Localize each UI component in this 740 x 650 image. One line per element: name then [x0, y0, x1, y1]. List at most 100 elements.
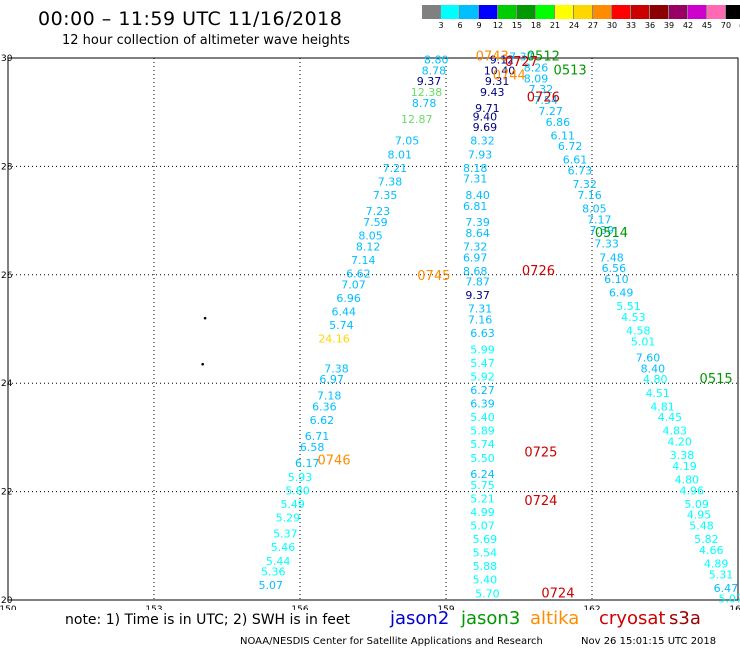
map-title: 00:00 – 11:59 UTC 11/16/2018	[38, 8, 343, 30]
wave-height-value: 4.53	[621, 311, 646, 324]
lon-tick-label: 156	[291, 605, 308, 610]
wave-height-value: 6.10	[604, 273, 629, 286]
wave-height-value: 8.80	[424, 53, 449, 66]
wave-height-value: 5.36	[261, 566, 286, 579]
lat-tick-label: 30	[1, 54, 13, 64]
wave-height-value: 5.74	[470, 438, 495, 451]
satellite-label-jason3: jason3	[461, 608, 521, 629]
wave-height-value: 6.11	[551, 129, 576, 142]
wave-height-value: 8.12	[356, 240, 381, 253]
pass-time-label: 0724	[524, 494, 557, 509]
wave-height-value: 7.93	[468, 148, 493, 161]
wave-height-value: 9.71	[475, 102, 500, 115]
timestamp-text: Nov 26 15:01:15 UTC 2018	[581, 636, 717, 647]
wave-height-value: 9.43	[480, 86, 505, 99]
legend-label: 30	[606, 21, 618, 30]
wave-height-value: 8.05	[358, 230, 383, 243]
satellite-label-jason2: jason2	[390, 608, 450, 629]
wave-height-value: 5.40	[470, 411, 495, 424]
wave-height-value: 7.39	[465, 216, 490, 229]
legend-swatch	[650, 5, 669, 19]
legend-swatch	[536, 5, 555, 19]
legend-label: 18	[530, 21, 542, 30]
wave-height-value: 7.07	[341, 278, 366, 291]
wave-height-value: 8.32	[470, 135, 495, 148]
wave-height-value: 6.81	[463, 200, 488, 213]
wave-height-value: 6.73	[568, 165, 593, 178]
legend-swatch	[441, 5, 460, 19]
wave-height-value: 5.40	[473, 574, 498, 587]
wave-height-value: 7.23	[366, 205, 391, 218]
wave-height-value: 5.07	[470, 520, 495, 533]
wave-height-value: 7.31	[463, 173, 488, 186]
footer-note: note: 1) Time is in UTC; 2) SWH is in fe…	[65, 612, 351, 628]
wave-height-value: 7.16	[577, 189, 602, 202]
wave-height-value: 7.32	[572, 178, 597, 191]
wave-height-value: 8.40	[641, 362, 666, 375]
wave-height-value: 5.47	[470, 357, 495, 370]
pass-time-label: 0746	[318, 454, 351, 469]
wave-height-value: 6.62	[310, 414, 335, 427]
wave-height-value: 4.80	[643, 373, 668, 386]
wave-height-value: 3.38	[670, 449, 695, 462]
map-frame	[7, 57, 739, 601]
wave-height-value: 5.70	[475, 587, 500, 600]
wave-height-value: 7.18	[317, 389, 342, 402]
wave-height-value: 6.97	[319, 373, 344, 386]
island-dot	[203, 316, 207, 320]
wave-height-value: 5.01	[631, 335, 656, 348]
wave-height-value: 8.05	[582, 202, 607, 215]
wave-height-value: 9.31	[485, 75, 510, 88]
wave-height-value: 6.39	[470, 398, 495, 411]
wave-height-value: 8.26	[524, 62, 549, 75]
wave-height-value: 8.01	[388, 148, 413, 161]
legend-swatch	[422, 5, 441, 19]
legend-swatch	[707, 5, 726, 19]
wave-height-value: 4.83	[662, 425, 687, 438]
wave-height-value: 8.09	[524, 72, 549, 85]
satellite-label-altika: altika	[530, 608, 580, 629]
wave-height-value: 7.54	[534, 94, 559, 107]
wave-height-value: 5.92	[470, 370, 495, 383]
satellite-label-cryosat: cryosat	[599, 608, 666, 629]
wave-height-value: 5.89	[470, 425, 495, 438]
wave-height-value: 7.60	[636, 352, 661, 365]
legend-swatch	[498, 5, 517, 19]
wave-height-value: 7.39	[589, 224, 614, 237]
wave-height-value: 6.49	[609, 286, 634, 299]
wave-height-map: 1501531561591621652022242628308.808.789.…	[0, 50, 740, 610]
wave-height-value: 6.58	[300, 441, 325, 454]
wave-height-value: 5.31	[709, 568, 734, 581]
wave-height-value: 5.29	[276, 511, 301, 524]
wave-height-value: 7.14	[351, 254, 376, 267]
wave-height-value: 7.32	[529, 83, 554, 96]
wave-height-value: 4.20	[667, 436, 692, 449]
pass-time-label: 0727	[505, 55, 538, 70]
wave-height-value: 7.31	[468, 303, 493, 316]
legend-label: 45	[701, 21, 713, 30]
wave-height-value: 6.71	[305, 430, 330, 443]
pass-time-label: 0512	[527, 50, 560, 65]
lon-tick-label: 153	[145, 605, 162, 610]
wave-height-value: 5.88	[473, 560, 498, 573]
wave-height-value: 9.37	[417, 75, 442, 88]
wave-height-value: 12.87	[401, 113, 433, 126]
lat-tick-label: 24	[1, 379, 13, 389]
pass-time-label: 0745	[417, 269, 450, 284]
legend-swatch	[593, 5, 612, 19]
wave-height-value: 7.17	[587, 213, 612, 226]
wave-height-value: 10.40	[484, 64, 516, 77]
legend-swatch	[688, 5, 707, 19]
lat-tick-label: 28	[1, 162, 13, 172]
wave-height-value: 7.87	[465, 276, 490, 289]
wave-height-value: 8.18	[463, 162, 488, 175]
wave-height-value: 5.93	[288, 471, 313, 484]
legend-label: 27	[587, 21, 599, 30]
legend-swatch	[669, 5, 688, 19]
wave-height-value: 12.38	[411, 86, 443, 99]
wave-height-value: 8.78	[412, 97, 437, 110]
wave-height-value: 7.35	[373, 189, 398, 202]
wave-height-value: 24.16	[318, 333, 350, 346]
wave-height-value: 6.86	[546, 116, 571, 129]
